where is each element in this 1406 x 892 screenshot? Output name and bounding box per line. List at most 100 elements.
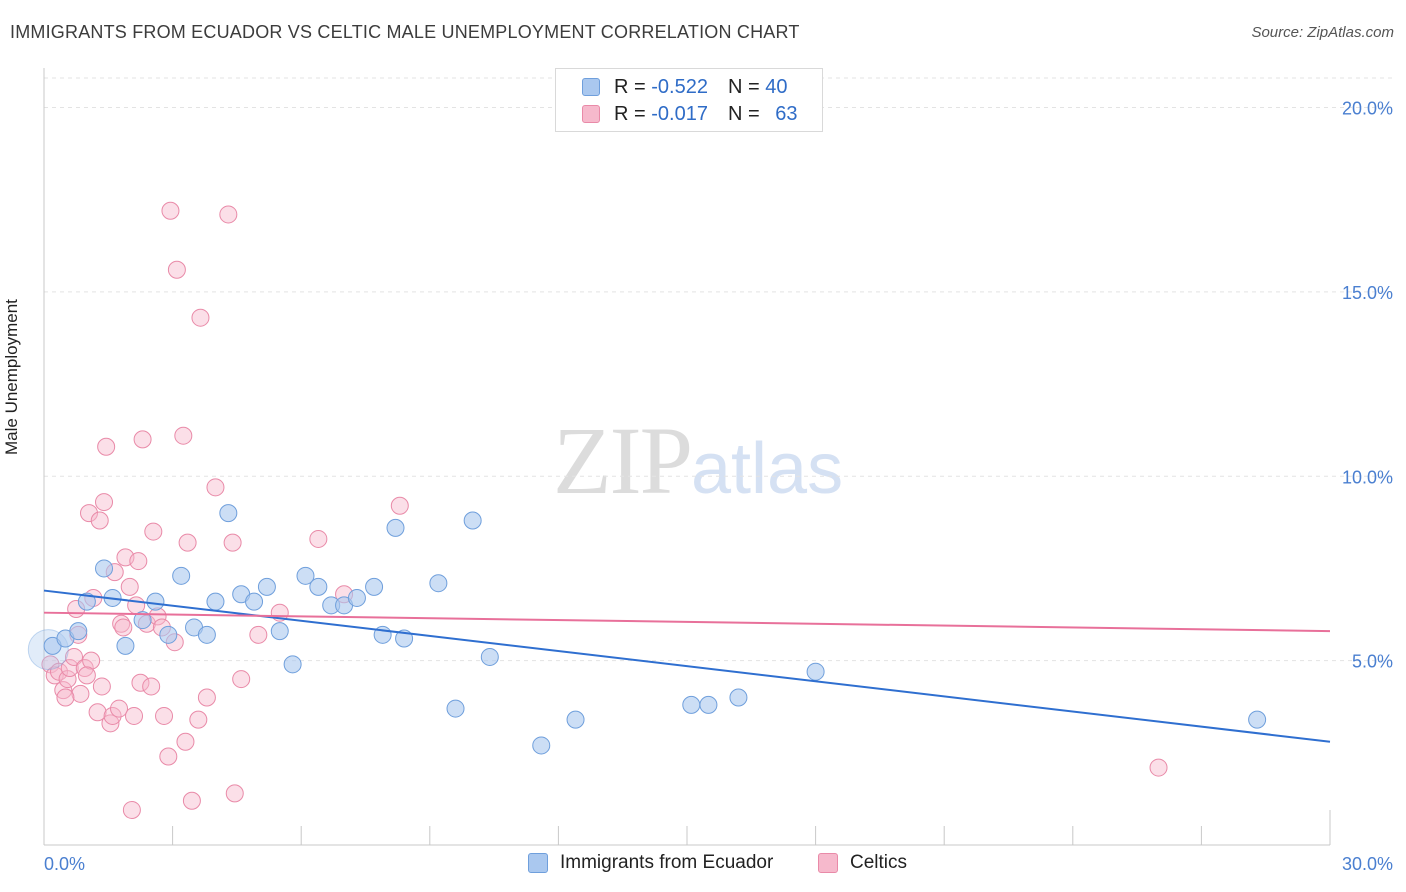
x-tick-label: 0.0% xyxy=(44,854,85,874)
celtics-point xyxy=(131,673,150,692)
celtics-point xyxy=(71,684,90,703)
legend-n-label: N = xyxy=(727,102,766,125)
celtics-point xyxy=(65,647,84,666)
ecuador-point xyxy=(309,577,328,596)
celtics-point xyxy=(232,670,251,689)
celtics-point xyxy=(167,260,186,279)
celtics-point xyxy=(88,703,107,722)
legend-item-label: Celtics xyxy=(850,852,908,873)
celtics-point xyxy=(174,426,193,445)
ecuador-point xyxy=(347,588,366,607)
celtics-trend-line xyxy=(43,611,1331,633)
ecuador-point xyxy=(257,577,276,596)
ecuador-point xyxy=(532,736,551,755)
celtics-point xyxy=(82,651,101,670)
ecuador-point xyxy=(146,592,165,611)
series-legend: Immigrants from Ecuador Celtics xyxy=(0,852,1406,878)
y-tick-label: 20.0% xyxy=(1342,99,1393,119)
tick-labels: 5.0% 10.0% 15.0% 20.0% 0.0% 30.0% xyxy=(44,99,1393,875)
celtics-point xyxy=(161,201,180,220)
ecuador-point xyxy=(729,688,748,707)
x-tick-label: 30.0% xyxy=(1342,854,1393,874)
celtics-point xyxy=(95,493,114,512)
celtics-point xyxy=(225,784,244,803)
celtics-point xyxy=(249,625,268,644)
legend-r-label: R = xyxy=(614,75,652,98)
ecuador-point xyxy=(206,592,225,611)
ecuador-point xyxy=(283,655,302,674)
legend-row-celtics: R = -0.017 N = 63 xyxy=(582,103,797,125)
celtics-point xyxy=(103,706,122,725)
ecuador-swatch xyxy=(582,78,600,96)
watermark-zip: ZIP xyxy=(553,407,693,514)
legend-n-value: 63 xyxy=(775,102,798,125)
watermark-atlas: atlas xyxy=(691,429,844,509)
ecuador-point xyxy=(365,577,384,596)
celtics-point xyxy=(125,706,144,725)
celtics-point xyxy=(155,706,174,725)
celtics-point xyxy=(58,670,77,689)
celtics-point xyxy=(80,504,99,523)
celtics-point xyxy=(390,496,409,515)
ecuador-point xyxy=(270,622,289,641)
celtics-point xyxy=(182,791,201,810)
celtics-point xyxy=(191,308,210,327)
celtics-point xyxy=(189,710,208,729)
celtics-point xyxy=(120,577,139,596)
legend-r-label: R = xyxy=(614,102,652,125)
ecuador-point xyxy=(682,695,701,714)
celtics-point xyxy=(223,533,242,552)
celtics-point xyxy=(219,205,238,224)
celtics-point xyxy=(75,659,94,677)
celtics-point xyxy=(56,688,75,707)
celtics-point xyxy=(60,659,79,677)
legend-r-value: -0.017 xyxy=(651,102,708,125)
ecuador-point xyxy=(219,504,238,523)
legend-item-label: Immigrants from Ecuador xyxy=(560,852,774,873)
ecuador-point xyxy=(172,566,191,585)
ecuador-point xyxy=(69,622,88,641)
celtics-point xyxy=(142,677,161,696)
ecuador-point xyxy=(386,518,405,537)
celtics-point xyxy=(309,529,328,548)
ecuador-legend-swatch xyxy=(528,853,548,873)
trend-lines xyxy=(43,589,1331,743)
ecuador-point xyxy=(429,574,448,593)
source-label: Source: ZipAtlas.com xyxy=(1251,24,1394,41)
ecuador-point xyxy=(699,695,718,714)
celtics-point xyxy=(110,699,129,718)
celtics-point xyxy=(77,666,96,685)
celtics-legend-swatch xyxy=(818,853,838,873)
watermark: ZIPatlas xyxy=(553,405,843,516)
celtics-point xyxy=(101,714,120,733)
celtics-point xyxy=(133,430,152,449)
celtics-point xyxy=(122,800,141,819)
y-tick-label: 15.0% xyxy=(1342,283,1393,303)
celtics-point xyxy=(114,618,133,637)
celtics-point xyxy=(1149,758,1168,777)
ecuador-point xyxy=(197,625,216,644)
celtics-point xyxy=(159,747,178,766)
celtics-points xyxy=(41,201,1168,819)
celtics-point xyxy=(90,511,109,530)
chart-title: IMMIGRANTS FROM ECUADOR VS CELTIC MALE U… xyxy=(10,22,800,42)
ecuador-point xyxy=(480,647,499,666)
grid-lines xyxy=(44,77,1392,662)
y-tick-label: 5.0% xyxy=(1352,652,1393,672)
legend-row-ecuador: R = -0.522 N = 40 xyxy=(582,76,787,98)
celtics-point xyxy=(54,681,73,700)
y-tick-label: 10.0% xyxy=(1342,467,1393,487)
ecuador-point xyxy=(806,662,825,681)
celtics-point xyxy=(144,522,163,541)
ecuador-point xyxy=(1248,710,1267,729)
ecuador-point xyxy=(296,566,315,585)
ecuador-point xyxy=(133,611,152,630)
celtics-point xyxy=(176,732,195,751)
celtics-point xyxy=(178,533,197,552)
ecuador-point xyxy=(446,699,465,718)
ecuador-point xyxy=(77,592,96,611)
celtics-point xyxy=(129,552,148,571)
ecuador-trend-line xyxy=(43,589,1331,743)
celtics-point xyxy=(206,478,225,497)
